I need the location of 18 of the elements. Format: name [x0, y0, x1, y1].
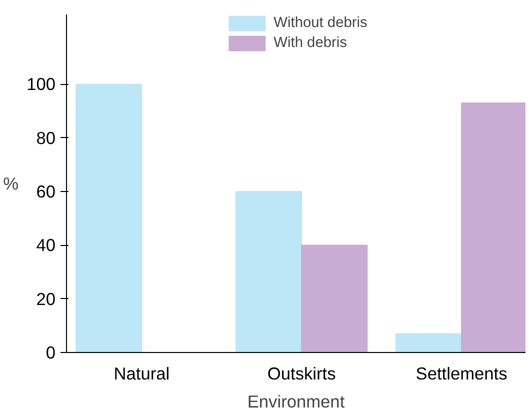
y-tick-label: 0 — [46, 342, 56, 362]
y-tick-label: 20 — [36, 288, 56, 309]
legend-label: With debris — [274, 35, 347, 51]
y-tick-label: 40 — [36, 235, 56, 256]
x-tick-label: Natural — [114, 364, 170, 384]
y-tick-label: 100 — [26, 74, 56, 94]
x-tick-label: Settlements — [416, 364, 508, 384]
y-tick-label: 60 — [36, 182, 56, 202]
y-tick-label: 80 — [36, 128, 56, 148]
x-tick-label: Outskirts — [267, 364, 336, 384]
legend-label: Without debris — [274, 15, 368, 31]
bar — [236, 191, 302, 352]
bar — [76, 84, 142, 352]
y-axis-title: % — [3, 174, 19, 194]
bar — [395, 333, 462, 352]
x-axis-title: Environment — [247, 392, 345, 412]
bar — [301, 244, 368, 352]
bar — [461, 102, 526, 352]
